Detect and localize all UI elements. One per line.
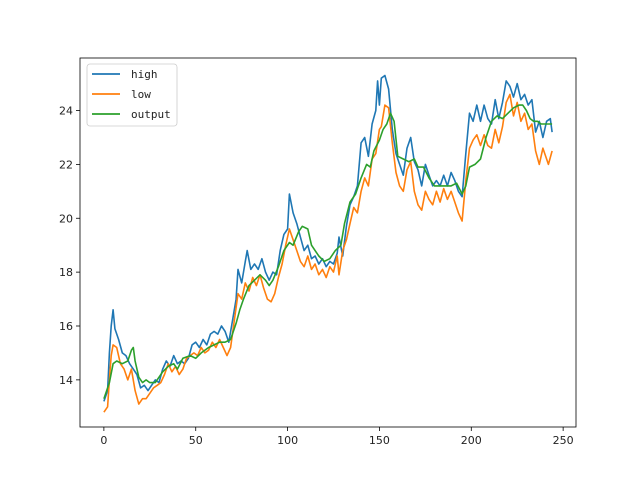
series-line-high (103, 74, 553, 402)
series-line-output (103, 104, 553, 399)
x-tick-label-0: 0 (100, 434, 107, 447)
y-tick-label-16: 16 (59, 320, 73, 333)
legend-box (86, 63, 178, 127)
series-line-low (103, 93, 553, 413)
plot-frame (79, 57, 577, 428)
legend-label-low: low (131, 88, 151, 101)
legend-label-output: output (131, 108, 171, 121)
y-axis: 14 16 18 20 22 24 (59, 105, 80, 387)
x-tick-label-150: 150 (369, 434, 390, 447)
legend-label-high: high (131, 68, 158, 81)
x-tick-label-250: 250 (553, 434, 574, 447)
x-tick-label-100: 100 (277, 434, 298, 447)
plot-lines (103, 74, 553, 413)
legend: high low output (86, 63, 178, 127)
y-tick-label-22: 22 (59, 158, 73, 171)
x-tick-label-50: 50 (189, 434, 203, 447)
x-axis: 0 50 100 150 200 250 (100, 427, 574, 447)
y-tick-label-18: 18 (59, 266, 73, 279)
y-tick-label-20: 20 (59, 212, 73, 225)
y-tick-label-24: 24 (59, 105, 73, 118)
y-tick-label-14: 14 (59, 374, 73, 387)
x-tick-label-200: 200 (461, 434, 482, 447)
